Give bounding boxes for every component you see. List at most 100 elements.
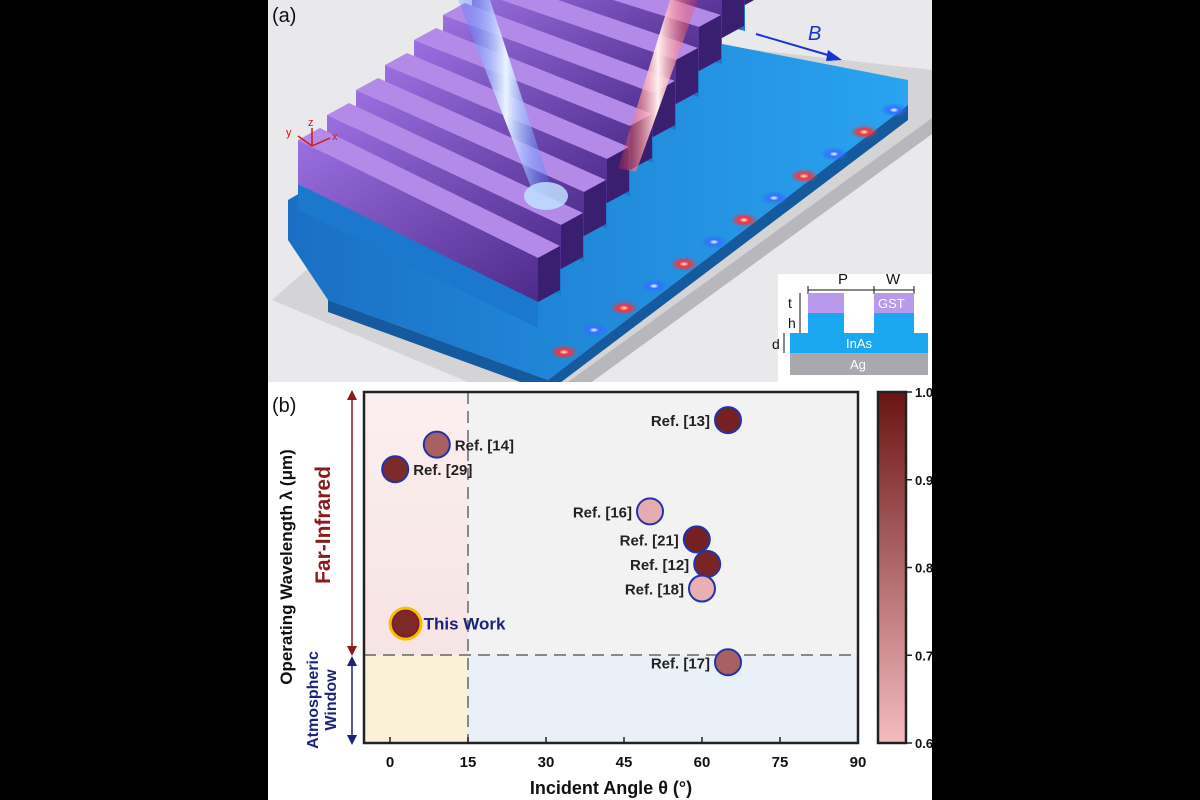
field-label: B: [808, 23, 821, 45]
inset-inas-slab: [790, 333, 928, 353]
x-tick-label: 30: [538, 754, 555, 771]
x-tick-label: 15: [460, 754, 477, 771]
figure-svg: B z x y (a) P W GST InAs: [268, 0, 932, 800]
inset-inas-label: InAs: [846, 336, 873, 351]
cross-section-inset: P W GST InAs Ag t h d: [772, 271, 932, 382]
inset-inas-ridge-1: [808, 313, 844, 333]
data-point: Ref. [17]: [651, 648, 742, 677]
data-point-marker: [381, 455, 410, 484]
data-point-label: Ref. [18]: [625, 582, 684, 599]
inset-ag-label: Ag: [850, 357, 866, 372]
data-point-label: Ref. [16]: [573, 504, 632, 521]
data-point-marker: [714, 406, 742, 435]
grating-bar: [298, 128, 560, 328]
inset-width-label: W: [886, 271, 901, 288]
axis-x-label: x: [332, 131, 338, 143]
field-hotspot: [760, 191, 788, 205]
x-tick-label: 60: [694, 754, 711, 771]
data-point-marker: [682, 525, 711, 554]
field-hotspot: [820, 147, 848, 161]
colorbar-ticks: 0.6 0.7 0.8 0.9 1.0: [906, 385, 932, 751]
inset-thickness-label: t: [788, 295, 792, 311]
x-tick-label: 75: [772, 754, 789, 771]
window-range-arrow-top: [347, 656, 357, 666]
field-arrow-head: [826, 50, 842, 61]
axis-y-label: y: [286, 127, 292, 139]
inset-gst-label: GST: [878, 296, 905, 311]
data-point: Ref. [29]: [381, 455, 472, 484]
field-hotspot: [610, 301, 638, 315]
data-point-label: Ref. [13]: [651, 413, 710, 430]
field-hotspot: [790, 169, 818, 183]
field-hotspot: [550, 345, 578, 359]
data-point-marker: [391, 609, 420, 638]
field-hotspot: [700, 235, 728, 249]
x-tick-label: 0: [386, 754, 394, 771]
x-tick-label: 90: [850, 754, 867, 771]
data-point: Ref. [21]: [620, 525, 711, 554]
window-range-arrow-bottom: [347, 735, 357, 745]
x-axis-ticks: 0 15 30 45 60 75 90: [386, 737, 867, 771]
region-window-low-angle: [364, 655, 468, 743]
x-tick-label: 45: [616, 754, 633, 771]
plot-frame: [362, 390, 860, 745]
panel-b-label: (b): [272, 395, 296, 417]
data-point-label: Ref. [17]: [651, 655, 710, 672]
data-point-label: This Work: [424, 615, 506, 634]
field-arrow-line: [755, 33, 839, 59]
window-label-line-2: Window: [323, 669, 340, 731]
panel-a-label: (a): [272, 5, 296, 27]
far-ir-range-arrow-top: [347, 390, 357, 400]
region-far-ir-high-angle: [468, 392, 858, 655]
inset-height-label: h: [788, 315, 796, 331]
reflected-beam-red: [618, 0, 698, 172]
figure-panel: B z x y (a) P W GST InAs: [268, 0, 932, 800]
field-hotspots: [550, 103, 908, 359]
data-point-marker: [693, 549, 722, 578]
data-points: Ref. [13] Ref. [14] Ref. [29] Ref. [16] Ref.…: [381, 406, 742, 677]
data-point: Ref. [13]: [651, 406, 742, 435]
colorbar-tick-label: 0.6: [915, 736, 932, 751]
axis-z-label: z: [308, 117, 314, 129]
colorbar-tick-label: 0.9: [915, 473, 932, 488]
colorbar-tick-label: 0.8: [915, 561, 932, 576]
inset-ag-layer: [790, 353, 928, 375]
panel-a-device-illustration: B z x y (a) P W GST InAs: [268, 0, 932, 395]
data-point: Ref. [16]: [573, 497, 664, 526]
incident-beam-blue: [458, 0, 554, 200]
data-point: This Work: [388, 606, 506, 641]
inset-gst-block-2: [874, 293, 914, 313]
data-point-marker: [714, 648, 742, 677]
data-point-label: Ref. [21]: [620, 532, 679, 549]
data-point-marker: [688, 574, 716, 603]
window-label-line-1: Atmospheric: [305, 651, 322, 749]
colorbar-tick-label: 1.0: [915, 385, 932, 400]
field-hotspot: [730, 213, 758, 227]
colorbar: [876, 390, 908, 745]
far-ir-range-arrow-bottom: [347, 646, 357, 656]
data-point-label: Ref. [29]: [413, 462, 472, 479]
data-point-marker: [636, 497, 664, 526]
field-hotspot: [580, 323, 608, 337]
field-hotspot: [880, 103, 908, 117]
inset-gst-block-1: [808, 293, 844, 313]
inset-period-label: P: [838, 271, 848, 288]
data-point-marker: [422, 430, 451, 459]
coordinate-axes: z x y: [286, 117, 338, 147]
data-point: Ref. [12]: [630, 549, 722, 578]
data-point: Ref. [14]: [422, 430, 514, 459]
region-window-high-angle: [468, 655, 858, 743]
panel-b-chart: (b) 0 15 30 45 60 75 90 Ref. [13]Ref. [14]Ref.…: [268, 382, 932, 800]
y-axis-label: Operating Wavelength λ (μm): [277, 449, 296, 685]
field-hotspot: [850, 125, 878, 139]
field-hotspot: [640, 279, 668, 293]
data-point-label: Ref. [14]: [455, 438, 514, 455]
data-point-label: Ref. [12]: [630, 557, 689, 574]
beam-spot: [524, 182, 568, 210]
far-ir-label: Far-Infrared: [312, 466, 335, 584]
field-hotspot: [670, 257, 698, 271]
inset-inas-ridge-2: [874, 313, 914, 333]
x-axis-label: Incident Angle θ (°): [530, 778, 692, 798]
inas-layer-edge: [328, 105, 908, 392]
inset-depth-label: d: [772, 336, 780, 352]
